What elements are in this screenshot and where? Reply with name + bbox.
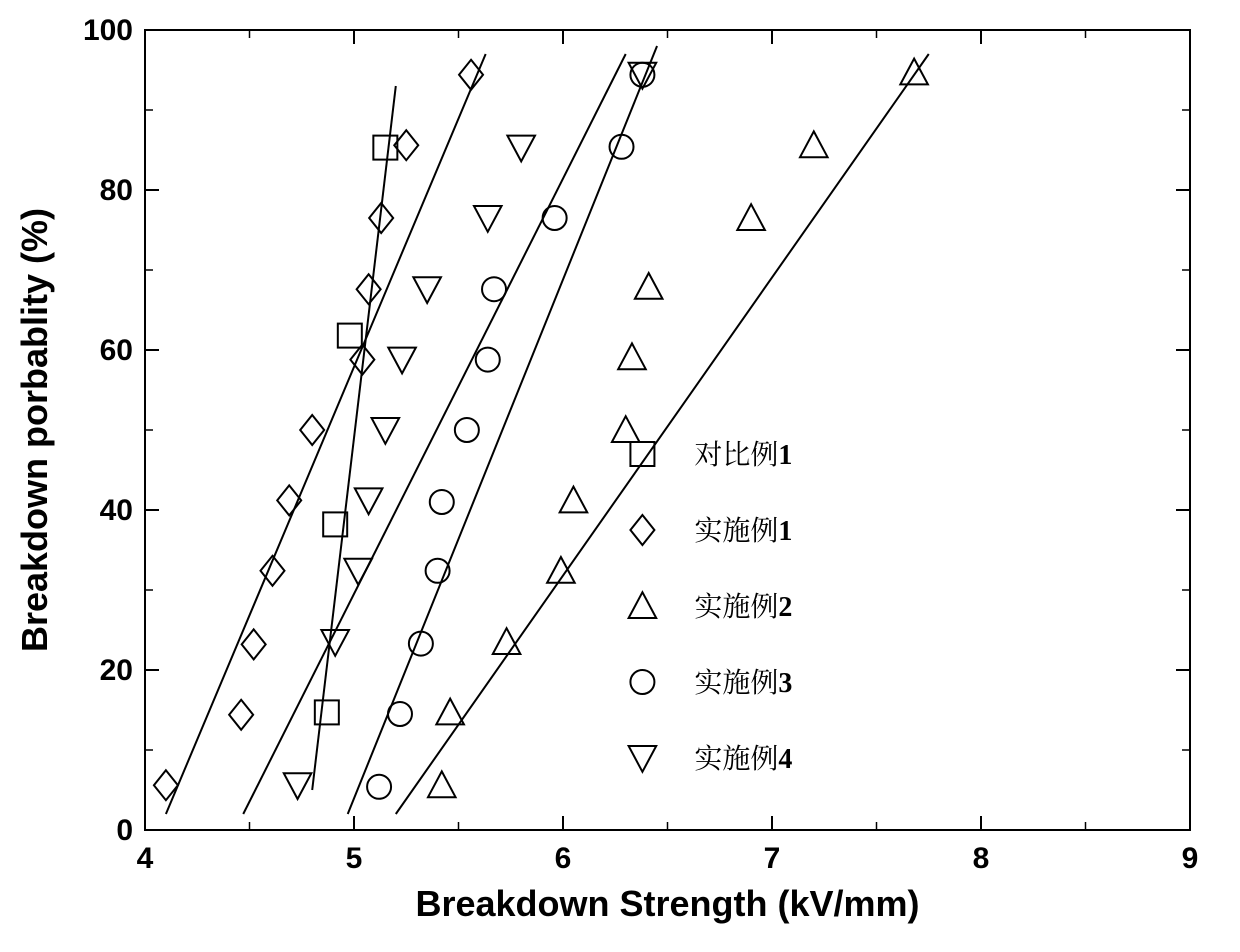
marker-triangle-down	[372, 418, 400, 444]
marker-diamond	[300, 415, 324, 445]
marker-triangle-up	[436, 699, 464, 725]
marker-circle	[610, 135, 634, 159]
marker-circle	[367, 775, 391, 799]
fit-line-2	[396, 54, 929, 814]
marker-triangle-down	[355, 488, 383, 514]
marker-triangle-up	[618, 343, 646, 369]
marker-circle	[630, 670, 654, 694]
marker-diamond	[357, 274, 381, 304]
marker-triangle-down	[344, 559, 372, 585]
marker-triangle-down	[388, 348, 416, 374]
marker-triangle-up	[737, 204, 765, 230]
fit-line-3	[348, 46, 657, 814]
marker-circle	[409, 632, 433, 656]
marker-triangle-up	[635, 273, 663, 299]
chart-container: 4 5 6 7 8 9 0 20 40 60 80 100 Breakdown Strength (kV…	[0, 0, 1240, 952]
chart-svg: 4 5 6 7 8 9 0 20 40 60 80 100 Breakdown Strength (kV…	[0, 0, 1240, 952]
marker-square	[373, 136, 397, 160]
y-axis-label: Breakdown porbablity (%)	[14, 208, 55, 652]
marker-triangle-down	[507, 136, 535, 162]
y-tick-label: 60	[100, 334, 133, 367]
marker-triangle-up	[800, 131, 828, 157]
x-tick-label: 4	[137, 842, 154, 875]
y-tick-label: 80	[100, 174, 133, 207]
y-tick-label: 0	[116, 814, 133, 847]
legend-label-2: 实施例2	[694, 585, 792, 625]
legend-label-4: 实施例4	[694, 737, 792, 777]
y-tick-label: 20	[100, 654, 133, 687]
x-tick-label: 8	[973, 842, 990, 875]
x-tick-label: 5	[346, 842, 363, 875]
legend-label-1: 实施例1	[694, 509, 792, 549]
x-tick-label: 7	[764, 842, 781, 875]
marker-diamond	[630, 515, 654, 545]
marker-square	[315, 700, 339, 724]
marker-triangle-down	[629, 746, 657, 772]
marker-square	[338, 324, 362, 348]
marker-triangle-up	[629, 592, 657, 618]
legend-label-0: 对比例1	[694, 433, 792, 473]
marker-triangle-down	[413, 277, 441, 303]
marker-circle	[388, 702, 412, 726]
marker-triangle-up	[560, 487, 588, 513]
marker-circle	[430, 490, 454, 514]
marker-diamond	[229, 700, 253, 730]
marker-circle	[476, 348, 500, 372]
y-tick-label: 40	[100, 494, 133, 527]
marker-circle	[455, 418, 479, 442]
marker-triangle-up	[612, 416, 640, 442]
x-tick-label: 9	[1182, 842, 1199, 875]
marker-circle	[543, 206, 567, 230]
marker-circle	[482, 277, 506, 301]
plot-frame	[145, 30, 1190, 830]
marker-diamond	[459, 60, 483, 90]
x-axis-label: Breakdown Strength (kV/mm)	[415, 883, 919, 924]
plot-area	[154, 46, 929, 814]
x-tick-label: 6	[555, 842, 572, 875]
legend-label-3: 实施例3	[694, 661, 792, 701]
fit-line-4	[243, 54, 625, 814]
y-tick-label: 100	[83, 14, 133, 47]
marker-triangle-up	[428, 771, 456, 797]
marker-diamond	[242, 629, 266, 659]
marker-triangle-down	[284, 773, 312, 799]
marker-triangle-down	[474, 206, 502, 232]
